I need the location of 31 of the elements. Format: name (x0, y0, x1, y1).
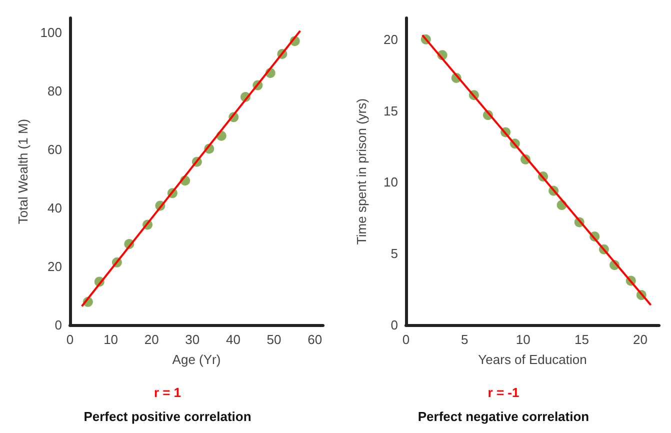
x-tick-label: 60 (308, 332, 322, 347)
x-axis-title: Age (Yr) (172, 352, 221, 367)
y-tick-label: 80 (48, 84, 62, 99)
y-tick-label: 15 (384, 103, 398, 118)
y-tick-label: 20 (48, 259, 62, 274)
x-tick-label: 20 (144, 332, 159, 347)
x-tick-label: 10 (104, 332, 118, 347)
y-tick-label: 0 (54, 318, 62, 332)
x-tick-label: 20 (633, 332, 648, 347)
x-axis-title: Years of Education (478, 352, 587, 367)
text: Perfect negative correlation (416, 409, 590, 424)
y-tick-label: 5 (390, 246, 398, 262)
y-axis-title: Total Wealth (1 M) (15, 118, 30, 224)
x-tick-label: 10 (516, 332, 530, 347)
text: Perfect positive correlation (82, 409, 252, 424)
y-tick-label: 0 (390, 318, 398, 332)
y-tick-label: 60 (48, 142, 62, 158)
text: r = 1 (152, 385, 182, 400)
y-tick-label: 10 (384, 174, 398, 190)
x-tick-label: 15 (574, 332, 589, 347)
y-axis-title: Time spent in prison (yrs) (354, 98, 369, 245)
x-tick-label: 40 (226, 332, 240, 347)
y-tick-label: 40 (48, 200, 62, 216)
x-tick-label: 30 (185, 332, 200, 347)
y-tick-label: 20 (384, 32, 398, 47)
x-tick-label: 0 (66, 332, 74, 347)
x-tick-label: 50 (266, 332, 282, 347)
x-tick-label: 0 (402, 332, 410, 347)
x-tick-label: 5 (460, 332, 468, 347)
text: r = -1 (486, 385, 520, 400)
y-tick-label: 100 (40, 25, 62, 40)
